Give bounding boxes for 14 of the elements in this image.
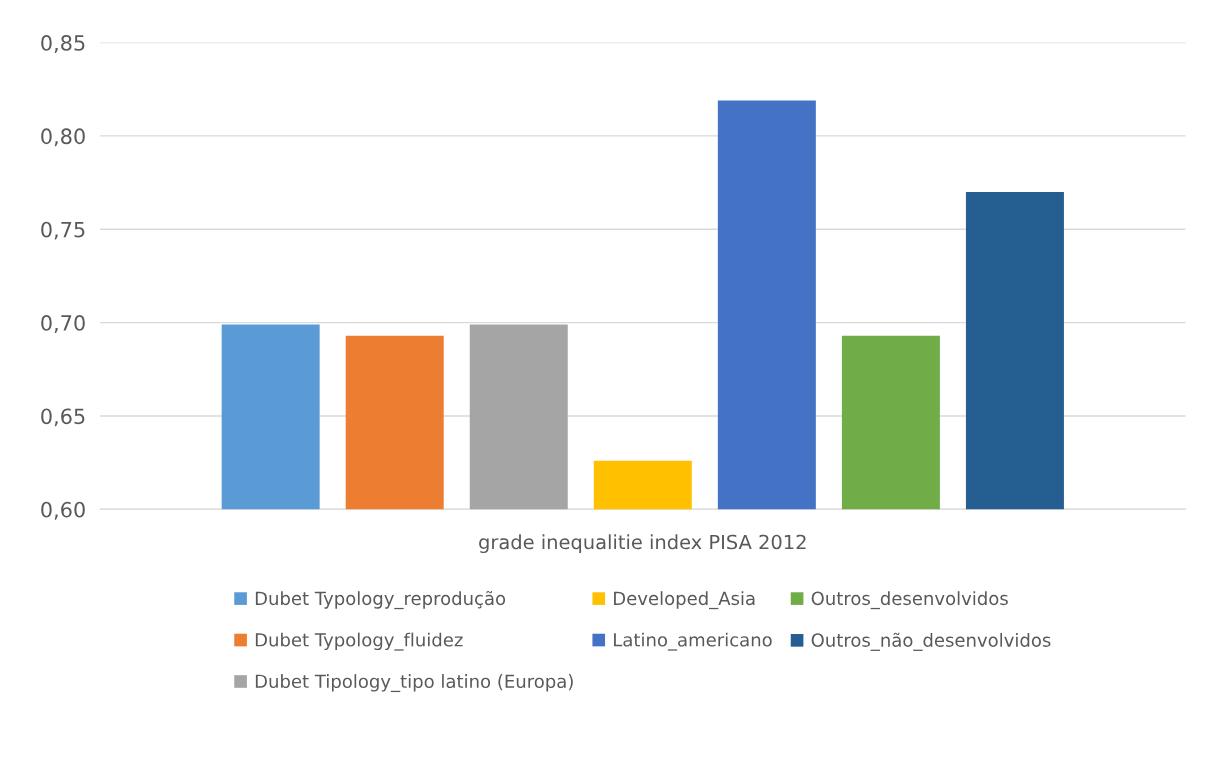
legend-label: Developed_Asia — [614, 591, 755, 610]
y-tick-label: 0,85 — [41, 35, 85, 53]
legend-label: Dubet Tipology_tipo latino (Europa) — [255, 674, 573, 693]
legend-label: Outros_desenvolvidos — [811, 591, 1008, 610]
y-tick-label: 0,80 — [41, 128, 85, 147]
legend-label: Dubet Typology_fluidez — [255, 632, 463, 651]
y-tick-label: 0,60 — [41, 501, 85, 520]
y-tick-label: 0,70 — [41, 315, 85, 333]
legend-label: Outros_não_desenvolvidos — [811, 632, 1051, 651]
x-tick-label: grade inequalitie index PISA 2012 — [479, 534, 806, 554]
legend-label: Latino_americano — [614, 632, 772, 651]
legend-label: Dubet Typology_reprodução — [255, 590, 506, 610]
y-tick-label: 0,65 — [41, 408, 85, 427]
y-tick-label: 0,75 — [41, 221, 85, 240]
